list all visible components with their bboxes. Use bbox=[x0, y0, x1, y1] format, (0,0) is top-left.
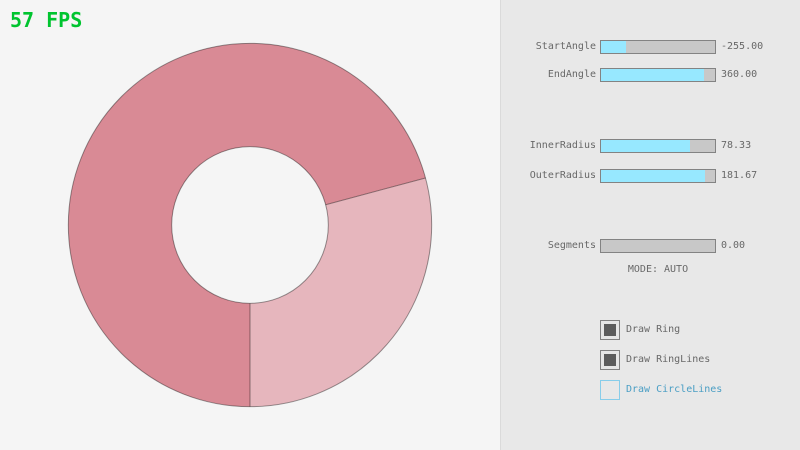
outer-radius-value: 181.67 bbox=[721, 170, 758, 181]
draw-circlelines-checkbox-row: Draw CircleLines bbox=[0, 380, 800, 400]
end-angle-slider-fill bbox=[601, 69, 704, 81]
outer-radius-label: OuterRadius bbox=[529, 170, 596, 181]
outer-radius-slider-fill bbox=[601, 170, 705, 182]
draw-ringlines-checkbox-row: Draw RingLines bbox=[0, 350, 800, 370]
draw-ring-checkbox[interactable] bbox=[600, 320, 620, 340]
draw-ring-checkbox-row: Draw Ring bbox=[0, 320, 800, 340]
ring-sector-single bbox=[250, 177, 432, 407]
inner-radius-label: InnerRadius bbox=[529, 140, 596, 151]
end-angle-label: EndAngle bbox=[547, 69, 596, 80]
start-angle-label: StartAngle bbox=[535, 41, 596, 52]
segments-row: Segments 0.00 bbox=[0, 239, 800, 253]
outer-radius-slider[interactable] bbox=[600, 169, 716, 183]
inner-radius-slider-fill bbox=[601, 140, 691, 152]
draw-ringlines-checkbox[interactable] bbox=[600, 350, 620, 370]
start-angle-slider[interactable] bbox=[600, 40, 716, 54]
inner-radius-value: 78.33 bbox=[721, 140, 752, 151]
start-angle-value: -255.00 bbox=[721, 41, 764, 52]
draw-ring-checkbox-label: Draw Ring bbox=[626, 324, 681, 335]
ring-outer-outline bbox=[67, 42, 433, 408]
segments-slider[interactable] bbox=[600, 239, 716, 253]
ring-sector-overlap bbox=[68, 43, 426, 407]
inner-radius-slider[interactable] bbox=[600, 139, 716, 153]
start-angle-slider-fill bbox=[601, 41, 626, 53]
fps-counter: 57 FPS bbox=[10, 8, 83, 32]
segments-label: Segments bbox=[547, 240, 596, 251]
ring-edge-line-start bbox=[325, 177, 426, 206]
end-angle-slider[interactable] bbox=[600, 68, 716, 82]
start-angle-row: StartAngle -255.00 bbox=[0, 40, 800, 54]
end-angle-value: 360.00 bbox=[721, 69, 758, 80]
draw-ringlines-checkbox-label: Draw RingLines bbox=[626, 354, 711, 365]
draw-circlelines-checkbox[interactable] bbox=[600, 380, 620, 400]
segments-mode-label: MODE: AUTO bbox=[627, 264, 689, 275]
draw-circlelines-checkbox-label: Draw CircleLines bbox=[626, 384, 723, 395]
segments-value: 0.00 bbox=[721, 240, 746, 251]
ring-inner-outline bbox=[171, 146, 329, 304]
outer-radius-row: OuterRadius 181.67 bbox=[0, 169, 800, 183]
inner-radius-row: InnerRadius 78.33 bbox=[0, 139, 800, 153]
end-angle-row: EndAngle 360.00 bbox=[0, 68, 800, 82]
